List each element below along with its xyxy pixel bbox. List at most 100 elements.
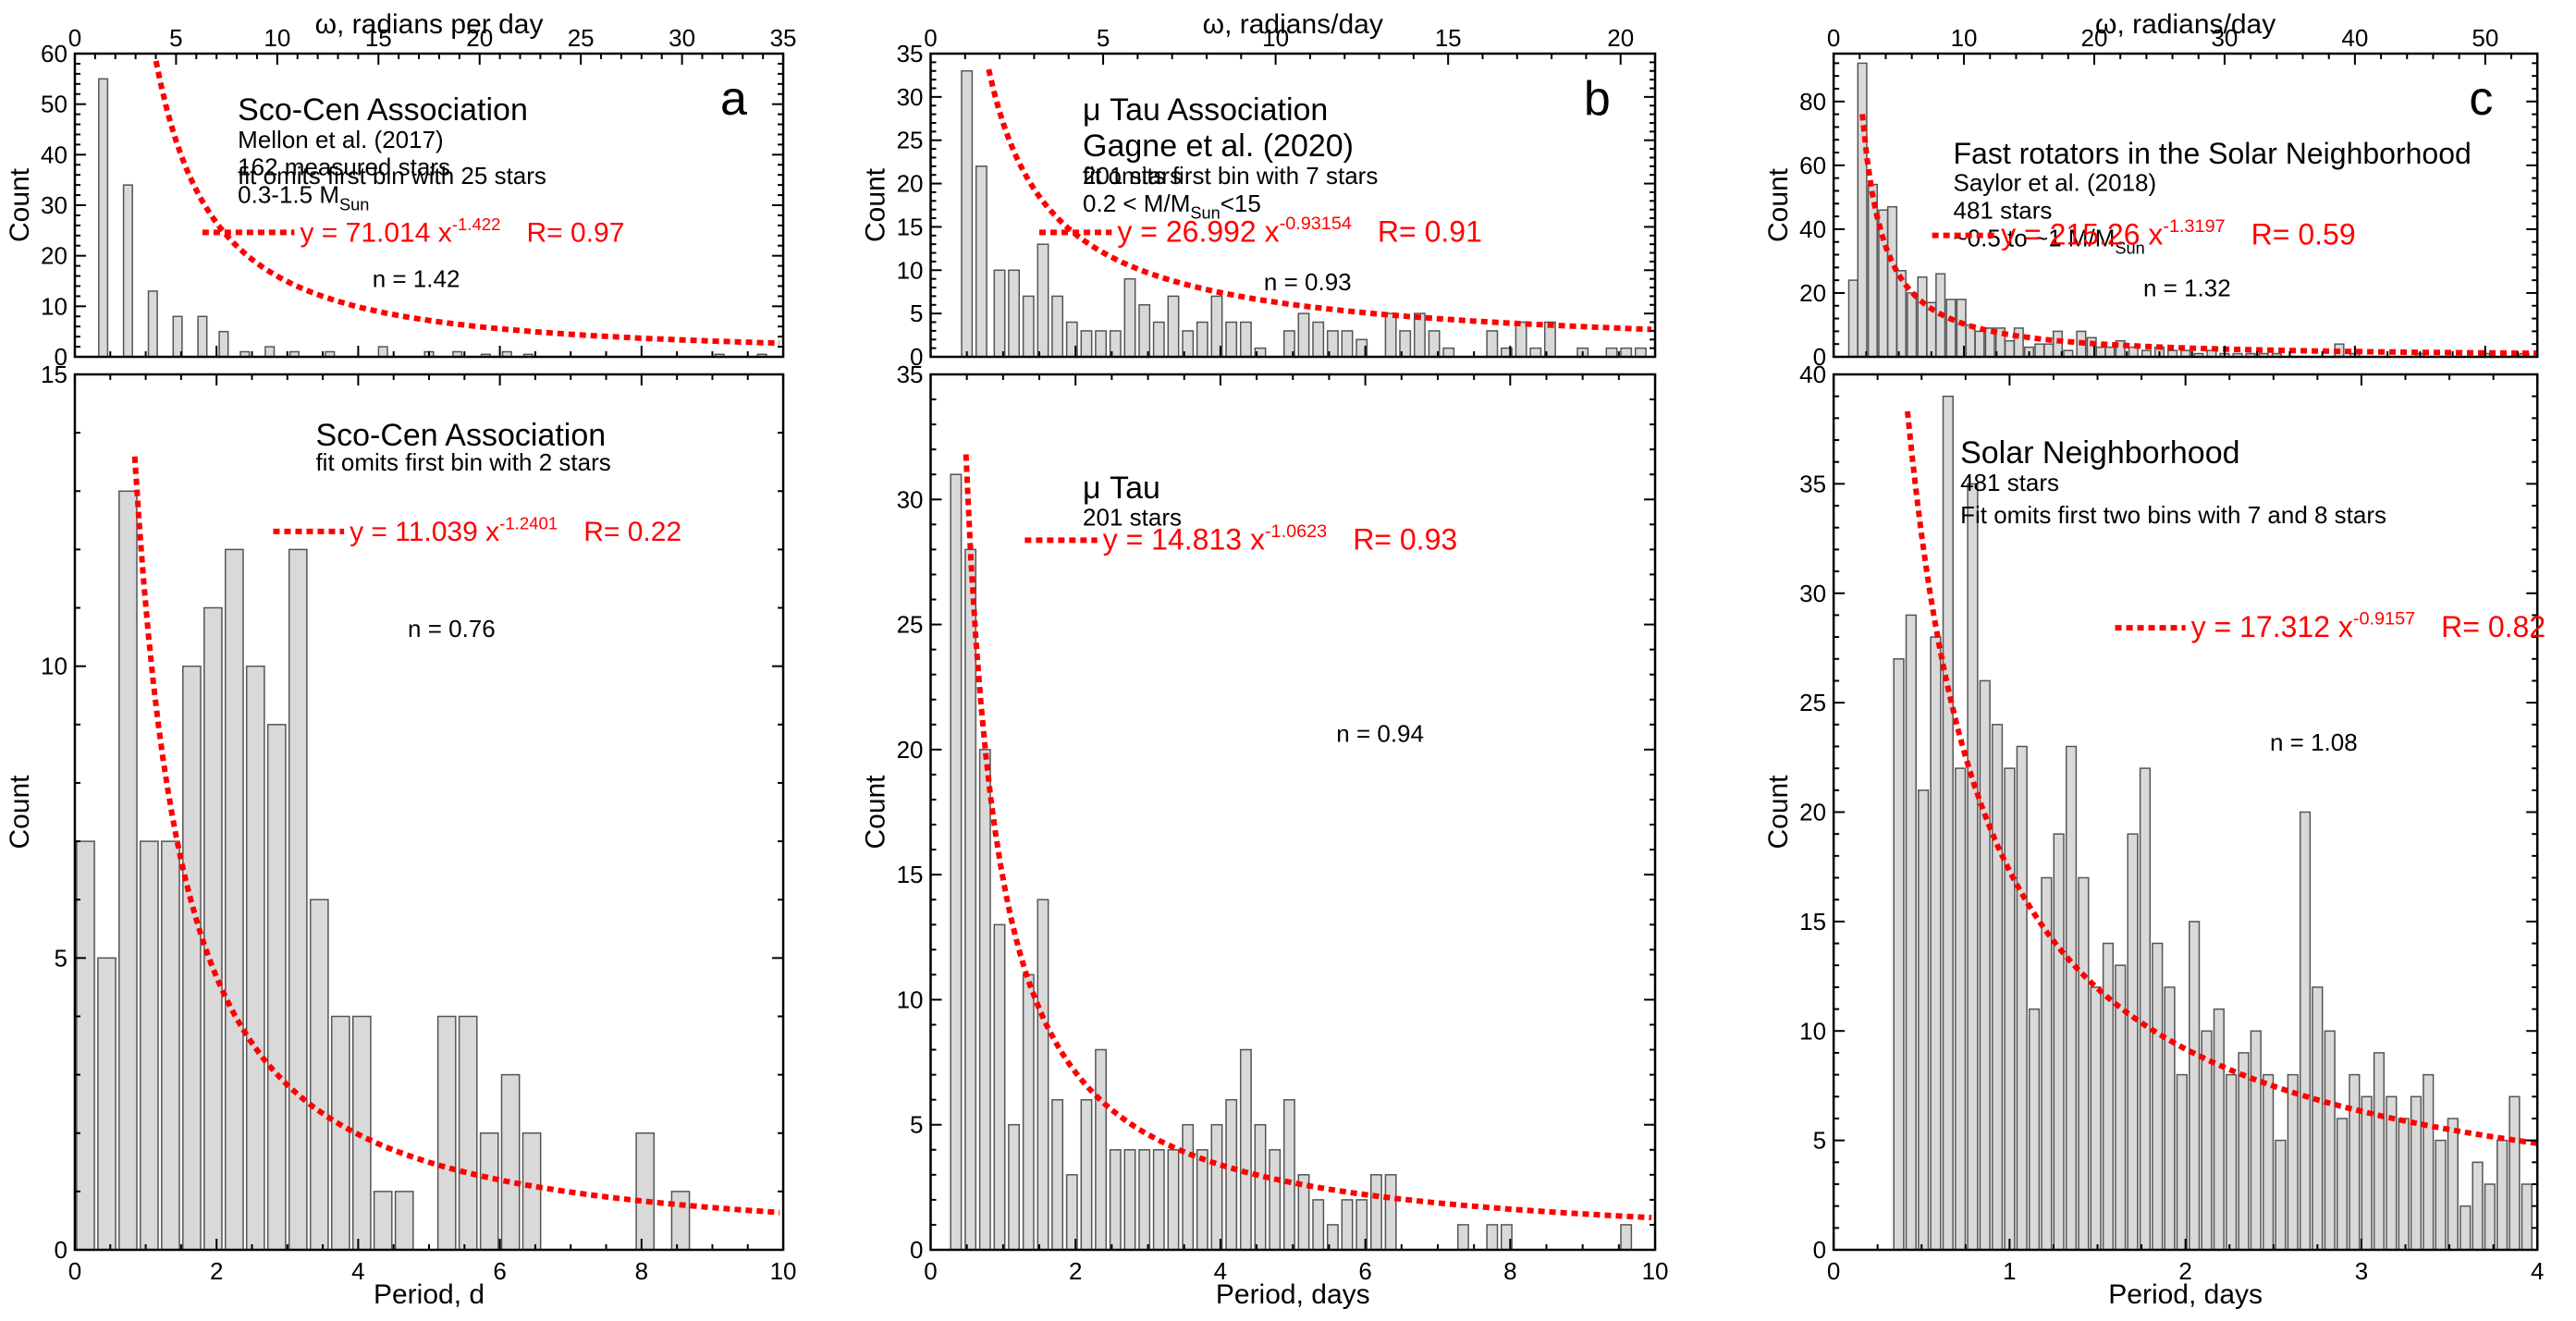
bar	[2004, 767, 2016, 1251]
bar	[2496, 1139, 2509, 1251]
bar	[2104, 346, 2116, 358]
bar	[1167, 1149, 1180, 1251]
bar	[1341, 1199, 1354, 1251]
annotation-line: 0.3-1.5 MSun	[238, 181, 369, 214]
x-tick-label: 2	[1069, 1257, 1082, 1285]
bar	[377, 346, 388, 358]
y-tick-label: 10	[897, 256, 924, 284]
bar	[2521, 1183, 2533, 1251]
fit-equation: y = 215.26 x-1.3197 R= 0.59	[2001, 216, 2355, 251]
top-x-tick-label: 40	[2341, 24, 2368, 52]
fit-curve	[1905, 410, 2538, 1146]
bar	[1456, 1224, 1469, 1251]
bar	[1930, 636, 1942, 1251]
x-tick-label: 3	[2355, 1257, 2368, 1285]
y-tick-label: 25	[1799, 689, 1826, 716]
fit-equation: y = 11.039 x-1.2401 R= 0.22	[350, 513, 681, 547]
x-tick-label: 2	[2178, 1257, 2191, 1285]
bar	[1918, 789, 1930, 1251]
bar	[1196, 1149, 1208, 1251]
y-axis-title: Count	[5, 167, 35, 242]
y-axis-title: Count	[1763, 775, 1794, 850]
x-tick-label: 4	[1214, 1257, 1227, 1285]
bar	[2509, 1095, 2521, 1251]
bar	[1515, 321, 1527, 358]
y-tick-label: 15	[1799, 908, 1826, 936]
bar	[1080, 330, 1093, 358]
annotation-line: Sco-Cen Association	[315, 418, 606, 453]
fit-equation: y = 71.014 x-1.422 R= 0.97	[300, 214, 624, 249]
bar	[2312, 986, 2324, 1251]
x-axis-title-c: Period, days	[2108, 1279, 2263, 1310]
x-tick-label: 8	[635, 1257, 648, 1285]
bar	[458, 1015, 478, 1251]
bar	[1297, 312, 1310, 358]
bar	[1109, 1149, 1122, 1251]
fit-curve	[153, 60, 780, 347]
bar	[1269, 1149, 1282, 1251]
bar	[1051, 295, 1064, 358]
bar	[2287, 1073, 2299, 1251]
top-x-tick-label: 10	[264, 24, 290, 52]
bar	[1974, 330, 1985, 358]
bar	[1341, 330, 1354, 358]
bar	[330, 1015, 350, 1251]
bar	[1895, 270, 1907, 358]
bar	[1312, 1199, 1325, 1251]
y-tick-label: 30	[41, 191, 67, 219]
y-tick-label: 0	[1813, 343, 1826, 371]
y-tick-label: 10	[41, 653, 67, 680]
y-tick-label: 35	[1799, 470, 1826, 497]
bar	[479, 1131, 499, 1251]
top-x-tick-label: 15	[1435, 24, 1462, 52]
y-tick-label: 30	[1799, 580, 1826, 607]
bar	[2459, 1205, 2472, 1251]
panel-c-top: 0 20 40 60 80 0 10 20 30 40 50 Count Fast rotators i…	[1763, 24, 2539, 371]
bar	[1945, 299, 1957, 358]
x-tick-label: 0	[924, 1257, 937, 1285]
x-tick-label: 4	[2531, 1257, 2544, 1285]
bar	[1196, 321, 1208, 358]
y-tick-label: 0	[910, 343, 923, 371]
bar	[1867, 183, 1878, 358]
x-tick-label: 10	[1642, 1257, 1669, 1285]
bar	[266, 724, 287, 1251]
bar	[1152, 321, 1165, 358]
fit-curve	[986, 68, 1652, 333]
fit-note: fit omits first bin with 25 stars	[238, 162, 546, 190]
bar	[2299, 811, 2312, 1251]
bar	[2472, 1161, 2484, 1251]
n-label: n = 1.08	[2270, 728, 2358, 756]
bar	[161, 840, 180, 1251]
bar	[670, 1191, 691, 1251]
bar	[203, 606, 223, 1251]
bar	[1634, 347, 1647, 358]
bar	[1138, 304, 1151, 358]
top-x-tick-label: 5	[169, 24, 182, 52]
top-x-tick-label: 30	[2211, 24, 2238, 52]
bar	[373, 1191, 393, 1251]
y-tick-label: 10	[897, 985, 924, 1013]
bar	[964, 548, 977, 1251]
y-tick-label: 15	[41, 361, 67, 388]
bar	[172, 315, 183, 358]
annotation-line: Solar Neighborhood	[1960, 435, 2239, 471]
y-tick-label: 25	[897, 127, 924, 154]
bar	[2139, 767, 2152, 1251]
bar	[1369, 1174, 1382, 1251]
n-label: n = 0.76	[408, 615, 496, 642]
n-label: n = 0.94	[1336, 720, 1424, 748]
y-tick-label: 80	[1799, 88, 1826, 116]
bar	[1225, 1098, 1238, 1251]
bar	[2090, 986, 2102, 1251]
annotation-line: Gagne et al. (2020)	[1083, 128, 1354, 164]
y-tick-label: 15	[897, 861, 924, 888]
bar	[1210, 1123, 1223, 1251]
bar	[635, 1131, 656, 1251]
bar	[2373, 1052, 2386, 1251]
bar	[2336, 1118, 2349, 1251]
bar	[2484, 1183, 2496, 1251]
bar	[2423, 1073, 2435, 1251]
